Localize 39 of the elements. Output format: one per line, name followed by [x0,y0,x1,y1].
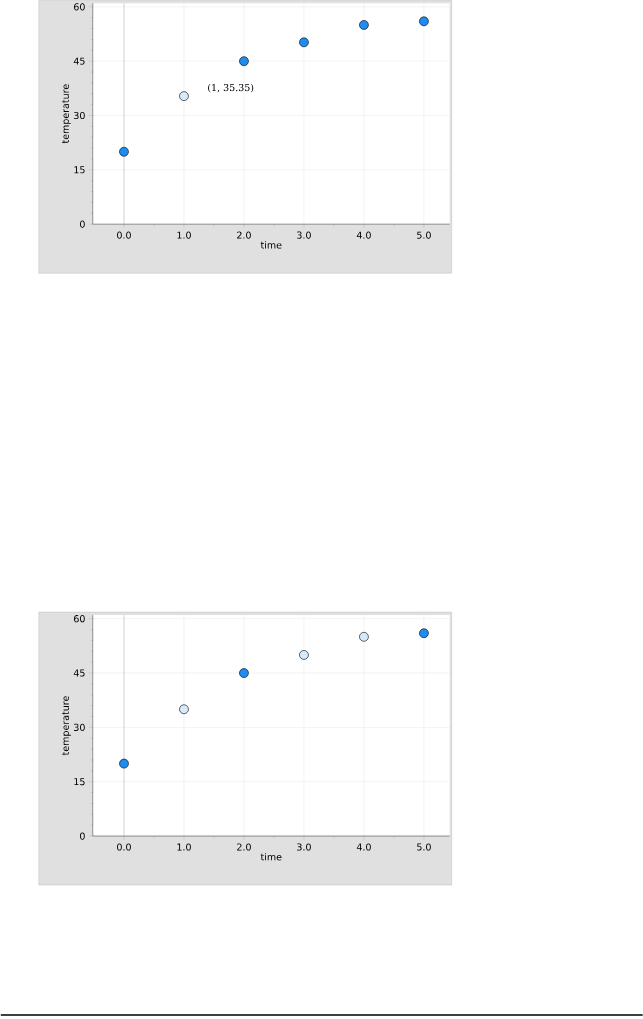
point [178,704,189,715]
x-tick-label: 2.0 [236,231,251,239]
point [298,37,309,48]
point [238,56,249,66]
point [358,20,369,30]
point [178,91,189,101]
point [118,146,129,157]
y-tick-label: 30 [73,723,85,731]
y-tick-label: 0 [79,220,85,228]
x-tick-label: 5.0 [416,843,431,851]
y-axis-title: temperature [61,696,71,756]
y-tick-label: 15 [74,166,85,174]
x-tick-label: 5.0 [416,231,431,239]
x-tick-label: 0.0 [116,843,131,851]
point [358,632,369,642]
point [418,16,429,27]
x-tick-label: 4.0 [356,231,371,239]
x-tick-label: 0.0 [116,231,131,239]
point [418,628,429,638]
y-tick-label: 0 [79,832,85,840]
x-tick-label: 1.0 [177,231,191,239]
point [298,650,309,660]
y-tick-label: 45 [73,669,85,677]
x-tick-label: 3.0 [296,843,311,851]
point [238,668,249,678]
y-tick-label: 60 [73,615,85,623]
x-tick-label: 3.0 [296,231,311,239]
x-tick-label: 1.0 [177,843,191,851]
x-tick-label: 2.0 [236,843,251,851]
y-tick-label: 15 [74,778,85,786]
y-axis-title: temperature [61,84,71,144]
x-axis-title: time [260,853,282,861]
annotation: (1, 35.35) [207,83,253,93]
y-tick-label: 30 [73,111,85,120]
x-tick-label: 4.0 [356,843,371,851]
x-axis-title: time [260,241,282,249]
y-tick-label: 60 [73,3,85,11]
point [118,758,129,769]
y-tick-label: 45 [73,57,85,65]
